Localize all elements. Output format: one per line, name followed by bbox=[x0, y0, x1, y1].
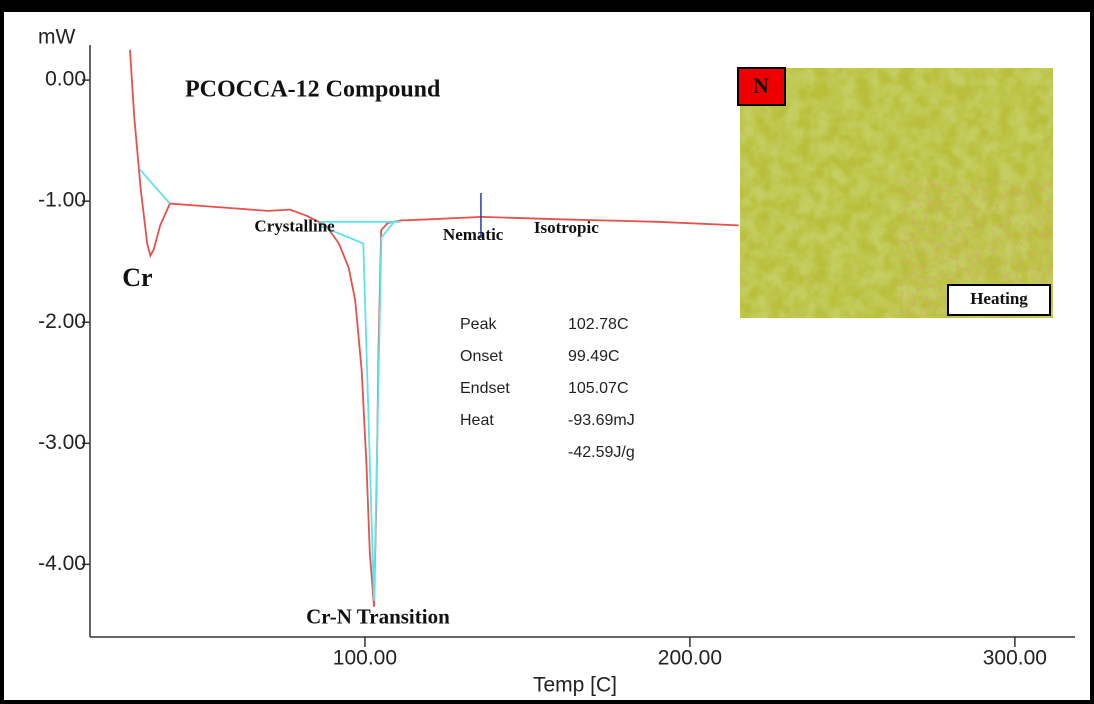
result-value: -42.59J/g bbox=[568, 444, 635, 461]
annotation: Cr-N Transition bbox=[306, 605, 450, 629]
result-value: 99.49C bbox=[568, 348, 620, 365]
annotation: Nematic bbox=[443, 225, 504, 244]
y-tick-label: 0.00 bbox=[45, 68, 86, 91]
x-tick-label: 200.00 bbox=[658, 647, 722, 670]
y-tick-label: -3.00 bbox=[38, 431, 86, 454]
result-value: 102.78C bbox=[568, 316, 629, 333]
inset-caption: Heating bbox=[970, 289, 1028, 308]
inset: N Heating bbox=[737, 67, 1053, 318]
result-value: 105.07C bbox=[568, 380, 629, 397]
y-tick-label: -1.00 bbox=[38, 189, 86, 212]
phase-label: N bbox=[753, 73, 769, 98]
phase-box bbox=[737, 67, 786, 106]
x-tick-label: 100.00 bbox=[333, 647, 397, 670]
annotation: Crystalline bbox=[254, 217, 335, 236]
y-tick-label: -4.00 bbox=[38, 552, 86, 575]
x-axis-label: Temp [C] bbox=[533, 674, 617, 697]
result-value: -93.69mJ bbox=[568, 412, 635, 429]
annotation: Isotropic bbox=[534, 218, 599, 237]
result-label: Peak bbox=[460, 316, 497, 333]
y-unit: mW bbox=[38, 26, 75, 49]
series-line bbox=[139, 169, 401, 601]
series-line bbox=[129, 49, 739, 607]
result-label: Endset bbox=[460, 380, 510, 397]
result-label: Onset bbox=[460, 348, 503, 365]
y-tick-label: -2.00 bbox=[38, 310, 86, 333]
annotation: Cr bbox=[122, 263, 152, 292]
caption-box bbox=[947, 284, 1051, 316]
result-label: Heat bbox=[460, 412, 494, 429]
x-tick-label: 300.00 bbox=[983, 647, 1047, 670]
chart-title: PCOCCA-12 Compound bbox=[185, 77, 441, 103]
